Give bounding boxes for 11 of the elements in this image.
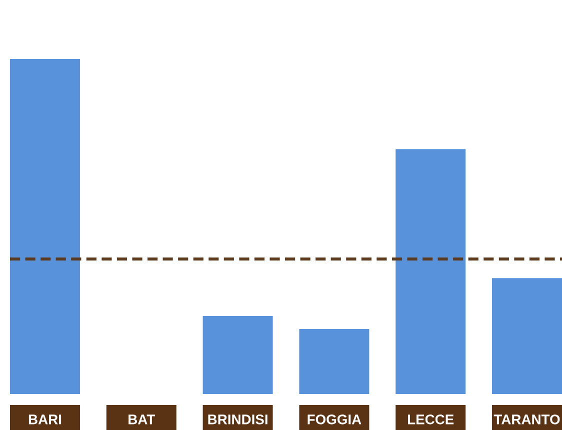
x-tick-label: LECCE: [408, 414, 454, 424]
x-tick-label: BARI: [28, 414, 62, 424]
bar: [10, 59, 80, 394]
bar: [396, 149, 466, 394]
bar: [202, 316, 273, 394]
bar: [492, 278, 562, 394]
x-tick-label: BRINDISI: [208, 414, 268, 424]
x-tick-label: BAT: [128, 414, 156, 424]
x-tick-label: FOGGIA: [308, 414, 362, 424]
bar: [299, 329, 370, 394]
x-tick-label: TARANTO: [494, 414, 560, 424]
